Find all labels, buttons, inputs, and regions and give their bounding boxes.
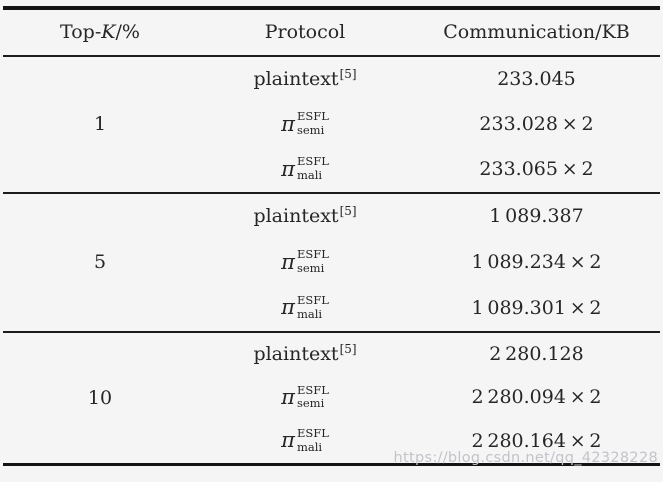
protocol-cell: π ESFL semi <box>200 382 410 412</box>
pi-symbol: π <box>281 249 295 274</box>
citation-ref: [5] <box>339 67 357 81</box>
table-row: π ESFL mali 233.065 × 2 <box>200 147 663 192</box>
protocol-pi-esfl-mali: π ESFL mali <box>281 426 329 455</box>
table-group-topk-10: 10 plaintext[5] 2 280.128 π ESFL semi 2 28… <box>0 333 663 463</box>
table-row: π ESFL mali 1 089.301 × 2 <box>200 285 663 331</box>
pi-script-stack: ESFL semi <box>296 382 329 412</box>
communication-value: 1 089.301 × 2 <box>471 296 602 319</box>
csdn-watermark: https://blog.csdn.net/qq_42328228 <box>393 450 658 466</box>
communication-value: 233.045 <box>497 68 576 90</box>
pi-subscript: semi <box>296 123 325 137</box>
pi-script-stack: ESFL mali <box>296 154 329 183</box>
table-row: plaintext[5] 1 089.387 <box>200 194 663 240</box>
table-group-topk-1: 1 plaintext[5] 233.045 π ESFL semi 233.028… <box>0 57 663 192</box>
table-row: plaintext[5] 2 280.128 <box>200 333 663 376</box>
topk-value: 5 <box>93 251 107 273</box>
table-row: π ESFL mali 2 280.164 × 2 <box>200 419 663 462</box>
protocol-pi-esfl-semi: π ESFL semi <box>281 109 329 138</box>
protocol-plaintext-label: plaintext <box>253 343 339 366</box>
protocol-cell: π ESFL mali <box>200 292 410 322</box>
header-topk-pre: Top- <box>60 21 102 43</box>
protocol-cell: π ESFL mali <box>200 154 410 183</box>
pi-superscript: ESFL <box>296 292 329 307</box>
pi-script-stack: ESFL mali <box>296 292 329 322</box>
protocol-cell: π ESFL semi <box>200 109 410 138</box>
group-rows: plaintext[5] 2 280.128 π ESFL semi 2 280.0… <box>200 333 663 463</box>
table-top-rule <box>3 6 660 10</box>
communication-value: 233.028 × 2 <box>479 113 594 135</box>
protocol-pi-esfl-mali: π ESFL mali <box>281 292 329 322</box>
communication-value: 2 280.164 × 2 <box>471 429 602 452</box>
topk-value: 10 <box>87 386 113 409</box>
protocol-plaintext-label: plaintext <box>253 68 339 90</box>
protocol-plaintext: plaintext[5] <box>253 343 356 365</box>
communication-value: 2 280.128 <box>489 343 584 366</box>
table-header-row: Top- K/% Protocol Communication/KB <box>0 10 663 55</box>
pi-script-stack: ESFL semi <box>296 109 329 138</box>
citation-ref: [5] <box>339 204 357 219</box>
pi-symbol: π <box>281 428 295 453</box>
table-row: π ESFL semi 233.028 × 2 <box>200 102 663 147</box>
protocol-plaintext: plaintext[5] <box>253 68 356 90</box>
header-separator-rule <box>3 54 660 57</box>
pi-subscript: mali <box>296 306 323 321</box>
group-separator-rule <box>3 330 660 333</box>
header-protocol: Protocol <box>264 21 346 43</box>
group-rows: plaintext[5] 1 089.387 π ESFL semi 1 089.2… <box>200 194 663 331</box>
protocol-plaintext: plaintext[5] <box>253 205 356 227</box>
topk-value: 1 <box>93 113 107 135</box>
pi-superscript: ESFL <box>296 154 329 169</box>
table-group-topk-5: 5 plaintext[5] 1 089.387 π ESFL semi 1 089… <box>0 194 663 331</box>
table-row: π ESFL semi 1 089.234 × 2 <box>200 239 663 285</box>
pi-superscript: ESFL <box>296 426 329 441</box>
communication-value: 1 089.387 <box>489 205 584 228</box>
header-communication: Communication/KB <box>443 21 630 43</box>
group-separator-rule <box>3 191 660 194</box>
header-topk: Top- K/% <box>0 21 200 43</box>
pi-symbol: π <box>281 384 295 409</box>
pi-subscript: mali <box>296 439 323 454</box>
protocol-cell: π ESFL semi <box>200 247 410 276</box>
protocol-cell: plaintext[5] <box>200 205 410 227</box>
communication-value: 2 280.094 × 2 <box>471 386 602 409</box>
protocol-pi-esfl-mali: π ESFL mali <box>281 154 329 183</box>
pi-superscript: ESFL <box>296 382 329 397</box>
pi-superscript: ESFL <box>296 247 329 262</box>
table-row: π ESFL semi 2 280.094 × 2 <box>200 376 663 419</box>
header-topk-k: K <box>101 21 116 43</box>
communication-value: 233.065 × 2 <box>479 158 594 180</box>
pi-symbol: π <box>281 295 295 320</box>
pi-script-stack: ESFL semi <box>296 247 329 276</box>
pi-subscript: mali <box>296 168 323 182</box>
group-rows: plaintext[5] 233.045 π ESFL semi 233.028 ×… <box>200 57 663 192</box>
citation-ref: [5] <box>339 342 357 357</box>
pi-superscript: ESFL <box>296 109 329 124</box>
protocol-pi-esfl-semi: π ESFL semi <box>281 382 329 412</box>
protocol-cell: plaintext[5] <box>200 68 410 90</box>
pi-symbol: π <box>281 111 295 136</box>
table-bottom-rule <box>3 462 660 466</box>
pi-subscript: semi <box>296 261 325 275</box>
table-row: plaintext[5] 233.045 <box>200 57 663 102</box>
pi-subscript: semi <box>296 396 325 411</box>
pi-script-stack: ESFL mali <box>296 426 329 455</box>
protocol-cell: π ESFL mali <box>200 426 410 455</box>
communication-value: 1 089.234 × 2 <box>471 251 602 273</box>
header-topk-post: /% <box>115 21 140 43</box>
protocol-cell: plaintext[5] <box>200 343 410 365</box>
pi-symbol: π <box>281 156 295 181</box>
protocol-plaintext-label: plaintext <box>253 205 339 228</box>
protocol-pi-esfl-semi: π ESFL semi <box>281 247 329 276</box>
